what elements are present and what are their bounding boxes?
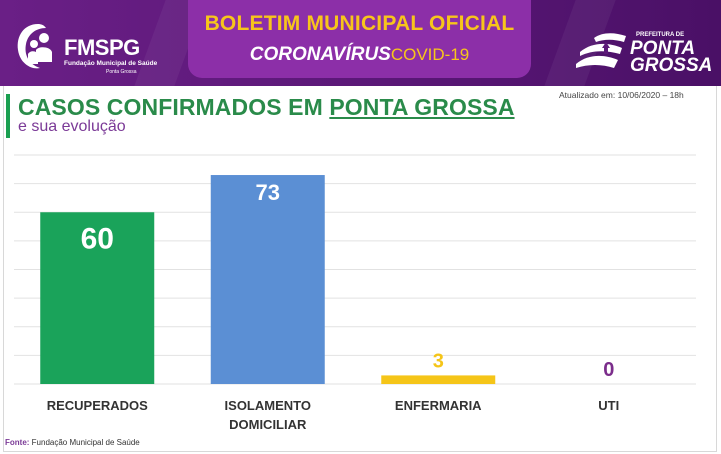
source-note: Fonte: Fundação Municipal de Saúde: [5, 438, 140, 447]
bulletin-title-box: BOLETIM MUNICIPAL OFICIAL CORONAVÍRUSCOV…: [188, 0, 531, 78]
chart-subtitle: e sua evolução: [18, 118, 126, 135]
bar-value-label: 3: [433, 350, 444, 372]
chart-title: CASOS CONFIRMADOS EM PONTA GROSSA: [18, 94, 515, 121]
source-label: Fonte:: [5, 438, 30, 447]
bar-1: [40, 212, 155, 384]
category-label: DOMICILIAR: [229, 417, 307, 432]
updated-timestamp: Atualizado em: 10/06/2020 – 18h: [559, 90, 684, 100]
chart-title-prefix: CASOS CONFIRMADOS EM: [18, 94, 330, 120]
chart-bars: [40, 175, 496, 384]
bar-3: [381, 375, 496, 384]
category-label: RECUPERADOS: [47, 398, 148, 413]
prefeitura-emblem-icon: [576, 33, 626, 68]
content-frame: [3, 86, 717, 452]
category-label: UTI: [598, 398, 619, 413]
header-banner: FMSPG Fundação Municipal de Saúde Ponta …: [0, 0, 721, 86]
category-label: ENFERMARIA: [395, 398, 482, 413]
bulletin-title: BOLETIM MUNICIPAL OFICIAL: [204, 12, 515, 35]
bar-2: [210, 175, 325, 384]
grossa-label: GROSSA: [630, 55, 713, 76]
bulletin-subtitle: CORONAVÍRUSCOVID-19: [188, 44, 531, 66]
fmspg-emblem-icon: [17, 24, 52, 69]
covid-label: COVID-19: [390, 45, 470, 64]
title-accent-bar: [6, 94, 10, 138]
bar-value-label: 0: [603, 359, 614, 381]
coronavirus-label: CORONAVÍRUS: [249, 44, 391, 65]
source-text: Fundação Municipal de Saúde: [31, 438, 140, 447]
fmspg-line1: Fundação Municipal de Saúde: [64, 60, 158, 67]
fmspg-line2: Ponta Grossa: [106, 69, 137, 75]
chart-title-city: PONTA GROSSA: [329, 94, 515, 120]
fmspg-name: FMSPG: [64, 35, 140, 60]
fmspg-logo: FMSPG Fundação Municipal de Saúde Ponta …: [10, 18, 160, 76]
category-label: ISOLAMENTO: [225, 398, 311, 413]
prefeitura-label: PREFEITURA DE: [636, 32, 685, 38]
ponta-label: PONTA: [630, 38, 696, 59]
chart-labels: 60 RECUPERADOS 73 ISOLAMENTO DOMICILIAR 3 ENFE…: [47, 180, 620, 432]
prefeitura-logo: PREFEITURA DE PONTA GROSSA: [570, 22, 713, 76]
bar-value-label: 73: [256, 180, 280, 205]
bar-value-label: 60: [81, 222, 114, 255]
